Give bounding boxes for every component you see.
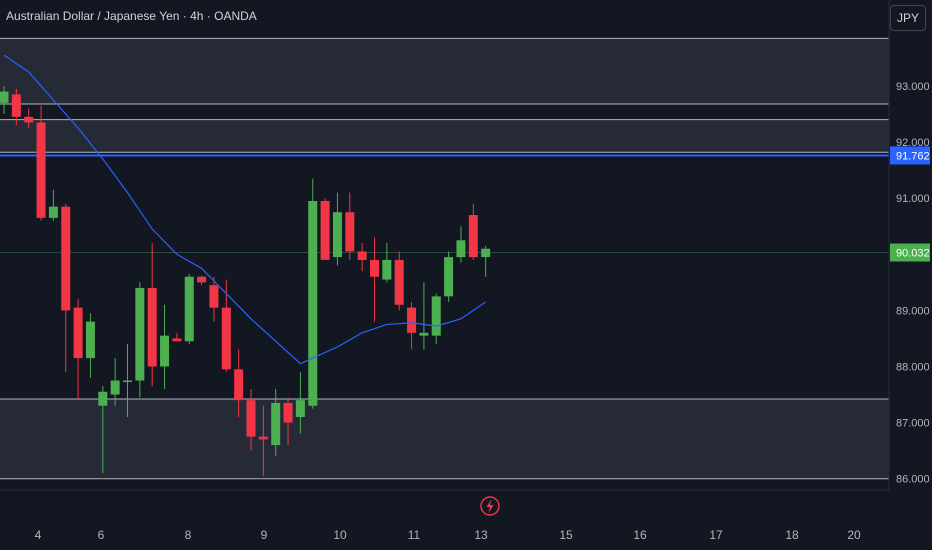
currency-button[interactable]: JPY bbox=[890, 5, 926, 31]
candle-down bbox=[283, 402, 293, 423]
y-tick-label: 86.000 bbox=[896, 474, 930, 486]
candle-up bbox=[332, 212, 342, 258]
candle-down bbox=[357, 251, 367, 260]
lightning-icon[interactable] bbox=[480, 496, 500, 516]
candle-up bbox=[431, 296, 441, 336]
y-tick-label: 88.000 bbox=[896, 362, 930, 374]
candle-up bbox=[481, 248, 491, 258]
candle-down bbox=[36, 122, 46, 218]
candle-up bbox=[382, 259, 392, 280]
candle-down bbox=[468, 215, 478, 258]
y-tick-label: 91.000 bbox=[896, 193, 930, 205]
zone-rect bbox=[0, 119, 889, 153]
x-tick-label: 18 bbox=[785, 528, 799, 542]
x-tick-label: 17 bbox=[709, 528, 723, 542]
y-tick-label: 92.000 bbox=[896, 137, 930, 149]
candle-up bbox=[456, 240, 466, 258]
price-tag-90-032-bg bbox=[890, 243, 930, 262]
x-tick-label: 15 bbox=[559, 528, 573, 542]
candle-down bbox=[320, 201, 330, 260]
candle-up bbox=[160, 335, 170, 367]
candle-up bbox=[308, 201, 318, 406]
x-tick-label: 20 bbox=[847, 528, 861, 542]
chart-title: Australian Dollar / Japanese Yen · 4h · … bbox=[6, 9, 257, 23]
candle-down bbox=[11, 94, 21, 117]
y-tick-label: 89.000 bbox=[896, 305, 930, 317]
candle-up bbox=[123, 380, 132, 383]
candle-up bbox=[0, 91, 9, 103]
candle-down bbox=[407, 307, 417, 333]
candle-up bbox=[135, 287, 145, 381]
candle-down bbox=[73, 307, 83, 359]
x-tick-label: 10 bbox=[333, 528, 347, 542]
candle-down bbox=[394, 259, 404, 305]
candle-down bbox=[147, 287, 157, 367]
candle-down bbox=[234, 369, 244, 401]
price-tag-91-762: 91.762 bbox=[896, 150, 930, 162]
candle-down bbox=[24, 116, 34, 123]
candle-down bbox=[258, 436, 268, 440]
candle-down bbox=[209, 285, 219, 308]
candle-down bbox=[61, 206, 71, 311]
x-tick-label: 4 bbox=[35, 528, 42, 542]
price-tag-90-032: 90.032 bbox=[896, 248, 930, 260]
y-tick-label: 87.000 bbox=[896, 418, 930, 430]
candle-up bbox=[98, 391, 108, 406]
price-tag-91-762-bg bbox=[890, 146, 930, 165]
x-tick-label: 11 bbox=[408, 528, 421, 542]
candle-up bbox=[444, 257, 454, 297]
candle-down bbox=[172, 338, 182, 342]
x-tick-label: 8 bbox=[185, 528, 192, 542]
candle-down bbox=[197, 276, 207, 283]
price-axis bbox=[889, 0, 932, 550]
candle-up bbox=[419, 332, 429, 336]
candle-up bbox=[85, 321, 95, 359]
candle-up bbox=[184, 276, 194, 342]
candle-down bbox=[345, 212, 355, 252]
x-tick-label: 13 bbox=[474, 528, 488, 542]
y-tick-label: 93.000 bbox=[896, 81, 930, 93]
zone-rect bbox=[0, 399, 889, 479]
x-tick-label: 9 bbox=[261, 528, 268, 542]
x-tick-label: 16 bbox=[633, 528, 647, 542]
candle-down bbox=[221, 307, 231, 370]
x-tick-label: 6 bbox=[98, 528, 105, 542]
candle-up bbox=[110, 380, 120, 395]
moving-average-line bbox=[3, 54, 486, 365]
zone-rect bbox=[0, 38, 889, 104]
candle-down bbox=[370, 259, 379, 277]
candle-up bbox=[48, 206, 58, 218]
candle-up bbox=[295, 400, 305, 417]
candle-down bbox=[246, 400, 256, 437]
candle-up bbox=[271, 402, 281, 446]
